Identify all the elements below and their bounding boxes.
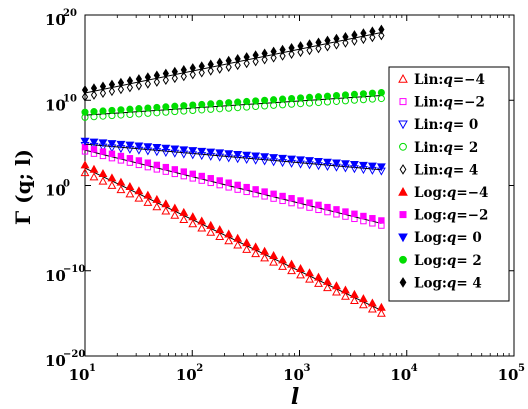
y-tick-exponent: −20 [63, 349, 85, 360]
data-point [127, 156, 132, 161]
data-point [370, 216, 375, 221]
data-point [361, 213, 366, 218]
legend-label: Lin:q=−2 [414, 95, 485, 111]
data-point [343, 209, 348, 214]
data-point [172, 167, 177, 172]
y-axis-label: Γ (q; l) [11, 149, 35, 225]
data-point [262, 189, 267, 194]
data-point [324, 93, 330, 99]
data-point [307, 200, 312, 205]
x-tick-label: 10 [283, 366, 304, 384]
data-point [217, 100, 223, 106]
data-point [235, 182, 240, 187]
y-tick-exponent: 10 [63, 93, 77, 104]
data-point [154, 104, 160, 110]
data-point [316, 202, 321, 207]
data-point [226, 180, 231, 185]
data-point [181, 103, 187, 109]
legend-marker [400, 212, 406, 218]
x-tick-label: 10 [498, 366, 519, 384]
legend: Lin:q=−4 Lin:q=−2 Lin:q= 0 Lin:q= 2 Lin:q= 4… [389, 67, 509, 301]
data-point [244, 98, 250, 104]
data-point [190, 102, 196, 108]
data-point [352, 211, 357, 216]
data-point [82, 109, 88, 115]
data-point [244, 184, 249, 189]
x-tick-exponent: 5 [518, 363, 525, 374]
data-point [333, 92, 339, 98]
data-point [154, 162, 159, 167]
data-point [235, 99, 241, 105]
data-point [217, 178, 222, 183]
data-point [297, 95, 303, 101]
data-point [118, 153, 123, 158]
data-point [199, 101, 205, 107]
data-point [91, 147, 96, 152]
legend-label: Lin:q=−4 [414, 72, 485, 88]
data-point [91, 109, 97, 115]
data-point [342, 92, 348, 98]
data-point [127, 106, 133, 112]
y-tick-exponent: 0 [63, 179, 70, 190]
data-point [378, 90, 384, 96]
y-tick-exponent: −10 [63, 264, 85, 275]
data-point [280, 96, 286, 102]
data-point [136, 158, 141, 163]
legend-label: Lin:q= 0 [414, 117, 478, 133]
x-tick-label: 10 [176, 366, 197, 384]
legend-label: Log:q=−2 [414, 208, 488, 224]
data-point [208, 101, 214, 107]
data-point [379, 218, 384, 223]
data-point [253, 187, 258, 192]
data-point [226, 100, 232, 106]
data-point [163, 164, 168, 169]
data-point [306, 94, 312, 100]
data-point [351, 91, 357, 97]
data-point [315, 94, 321, 100]
data-point [334, 207, 339, 212]
data-point [109, 107, 115, 113]
data-point [289, 196, 294, 201]
legend-label: Lin:q= 2 [414, 140, 478, 156]
x-tick-exponent: 1 [89, 363, 96, 374]
x-axis-label: l [291, 384, 299, 409]
data-point [109, 151, 114, 156]
data-point [271, 97, 277, 103]
data-point [118, 107, 124, 113]
legend-label: Log:q=−4 [414, 185, 488, 201]
data-point [181, 169, 186, 174]
data-point [145, 105, 151, 111]
data-point [298, 198, 303, 203]
legend-item: Log:q=−2 [400, 208, 488, 224]
x-tick-exponent: 2 [196, 363, 203, 374]
data-point [262, 97, 268, 103]
data-point [253, 98, 259, 104]
x-tick-exponent: 3 [304, 363, 311, 374]
x-tick-label: 10 [69, 366, 90, 384]
legend-marker [400, 256, 407, 263]
data-point [360, 91, 366, 97]
data-point [136, 106, 142, 112]
data-point [100, 108, 106, 114]
data-point [325, 204, 330, 209]
data-point [271, 191, 276, 196]
data-point [369, 90, 375, 96]
legend-label: Log:q= 2 [414, 253, 482, 269]
data-point [163, 104, 169, 110]
data-point [145, 160, 150, 165]
data-point [172, 103, 178, 109]
data-point [208, 176, 213, 181]
legend-label: Log:q= 4 [414, 275, 482, 291]
legend-label: Lin:q= 4 [414, 162, 478, 178]
data-point [199, 173, 204, 178]
legend-label: Log:q= 0 [414, 230, 482, 246]
x-tick-label: 10 [390, 366, 411, 384]
y-tick-exponent: 20 [63, 8, 77, 19]
x-tick-exponent: 4 [411, 363, 418, 374]
data-point [190, 171, 195, 176]
data-point [100, 149, 105, 154]
data-point [280, 193, 285, 198]
data-point [289, 95, 295, 101]
